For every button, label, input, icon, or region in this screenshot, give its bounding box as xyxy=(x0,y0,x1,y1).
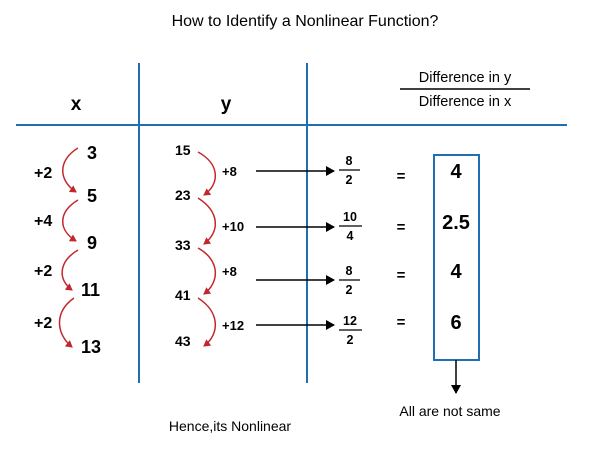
conclusion-text: All are not same xyxy=(399,403,500,419)
fraction-numerator: 10 xyxy=(343,210,357,224)
x-difference: +2 xyxy=(34,315,52,332)
x-curved-arrow xyxy=(61,249,79,291)
equals-sign: = xyxy=(397,168,406,185)
fraction: 10 4 xyxy=(339,210,362,243)
y-curved-arrow xyxy=(197,197,217,245)
fraction-numerator: 12 xyxy=(343,314,357,328)
ratio-numerator-header: Difference in y xyxy=(419,70,512,86)
fraction: 8 2 xyxy=(339,154,360,187)
diagram-title: How to Identify a Nonlinear Function? xyxy=(172,13,439,30)
fraction-denominator: 4 xyxy=(347,229,354,243)
y-difference: +12 xyxy=(222,318,244,333)
x-column-header: x xyxy=(71,94,82,115)
x-value: 9 xyxy=(87,233,97,253)
x-curved-arrow xyxy=(62,147,79,193)
x-value: 3 xyxy=(87,143,97,163)
result-value: 2.5 xyxy=(442,212,470,234)
result-value: 4 xyxy=(450,161,462,183)
y-value: 23 xyxy=(175,187,191,203)
x-value: 13 xyxy=(81,337,101,357)
fraction-numerator: 8 xyxy=(346,154,353,168)
x-value: 11 xyxy=(81,280,100,300)
y-difference: +8 xyxy=(222,264,237,279)
y-difference: +10 xyxy=(222,219,244,234)
y-column-header: y xyxy=(221,94,232,115)
footer-text: Hence,its Nonlinear xyxy=(169,418,292,434)
fraction-numerator: 8 xyxy=(346,264,353,278)
x-difference: +2 xyxy=(34,263,52,280)
ratio-denominator-header: Difference in x xyxy=(419,94,512,110)
fraction-denominator: 2 xyxy=(346,173,353,187)
fraction: 12 2 xyxy=(339,314,362,347)
x-difference: +2 xyxy=(34,165,52,182)
y-curved-arrow xyxy=(197,151,217,196)
result-value: 6 xyxy=(450,312,461,334)
y-value: 33 xyxy=(175,237,191,253)
fraction-denominator: 2 xyxy=(346,283,353,297)
y-curved-arrow xyxy=(197,247,217,295)
fraction-denominator: 2 xyxy=(347,333,354,347)
equals-sign: = xyxy=(397,219,406,236)
equals-sign: = xyxy=(397,267,406,284)
y-value: 41 xyxy=(175,287,191,303)
y-difference: +8 xyxy=(222,164,237,179)
y-value: 43 xyxy=(175,333,191,349)
y-curved-arrow xyxy=(197,297,217,347)
x-curved-arrow xyxy=(62,199,79,242)
fraction: 8 2 xyxy=(339,264,360,297)
y-value: 15 xyxy=(175,142,191,158)
x-curved-arrow xyxy=(58,297,75,348)
equals-sign: = xyxy=(397,314,406,331)
x-value: 5 xyxy=(87,186,97,206)
x-difference: +4 xyxy=(34,213,52,230)
result-value: 4 xyxy=(450,261,462,283)
